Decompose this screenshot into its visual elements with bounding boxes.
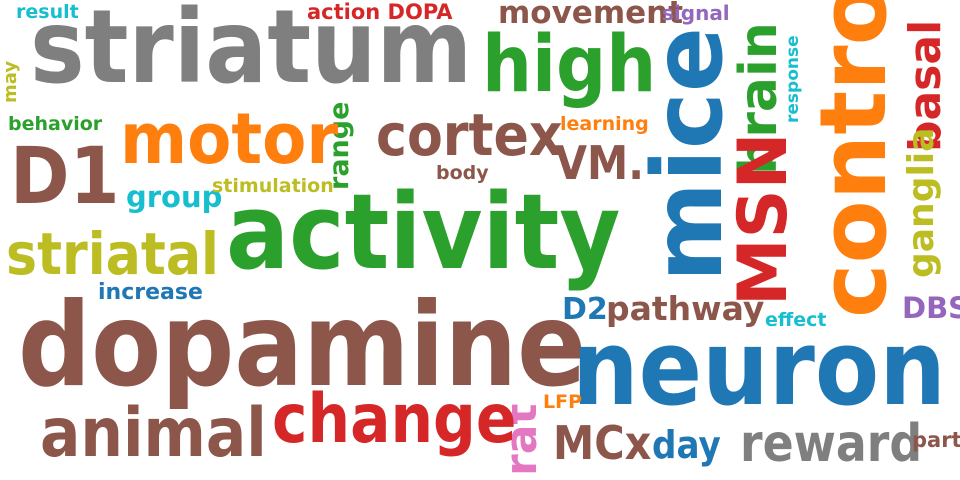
word-effect: effect <box>765 309 827 331</box>
word-signal: signal <box>662 1 730 25</box>
word-cortex: cortex <box>376 101 563 169</box>
word-high: high <box>482 20 657 110</box>
word-stimulation: stimulation <box>212 175 334 197</box>
word-group: group <box>126 180 223 214</box>
word-change: change <box>272 380 517 459</box>
word-action-dopa: action DOPA <box>307 0 453 24</box>
word-may: may <box>0 60 21 103</box>
word-striatal: striatal <box>6 220 219 288</box>
word-vm: VM. <box>555 136 644 190</box>
word-part: part <box>912 428 960 452</box>
word-body: body <box>436 162 489 184</box>
word-dbs: DBS <box>902 291 960 325</box>
word-pathway: pathway <box>606 289 765 328</box>
word-dopamine: dopamine <box>18 278 587 413</box>
word-result: result <box>16 1 79 23</box>
word-mcx: MCx <box>553 416 652 470</box>
word-increase: increase <box>98 280 203 305</box>
word-d1: D1 <box>10 132 120 222</box>
word-reward: reward <box>740 414 923 474</box>
word-activity: activity <box>226 171 621 293</box>
word-msn: MSN <box>724 132 803 306</box>
word-neuron: neuron <box>572 307 946 429</box>
word-movement: movement <box>498 0 684 31</box>
word-animal: animal <box>40 394 267 473</box>
word-control: control <box>800 0 907 318</box>
word-day: day <box>652 423 721 467</box>
word-motor: motor <box>120 98 339 180</box>
word-ganglia: ganglia <box>901 127 942 278</box>
word-behavior: behavior <box>8 113 103 135</box>
word-mice: mice <box>632 27 744 282</box>
word-d2: D2 <box>562 292 608 327</box>
word-lfp: LFP <box>543 391 583 413</box>
word-learning: learning <box>560 113 649 135</box>
word-striatum: striatum <box>30 0 473 107</box>
